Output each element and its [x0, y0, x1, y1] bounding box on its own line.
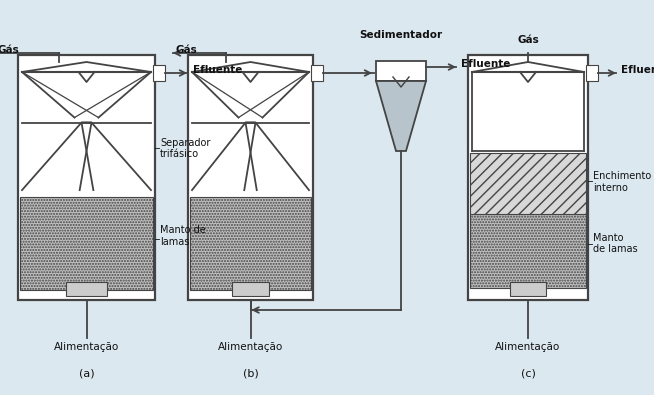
Bar [468, 55, 588, 300]
Text: Alimentação: Alimentação [495, 342, 560, 352]
Bar [153, 65, 165, 81]
Bar [188, 55, 313, 300]
Text: Alimentação: Alimentação [54, 342, 119, 352]
Bar [311, 65, 323, 81]
Bar [232, 282, 269, 296]
Bar [180, 10, 445, 365]
Bar [586, 65, 598, 81]
Text: Gás: Gás [517, 35, 539, 45]
Text: Efluente: Efluente [193, 65, 243, 75]
Text: Efluente: Efluente [461, 59, 510, 69]
Text: Gás: Gás [0, 45, 20, 55]
Bar [18, 55, 155, 300]
Bar [190, 197, 311, 290]
Text: (a): (a) [78, 368, 94, 378]
Bar [455, 10, 654, 365]
Text: Gás: Gás [176, 45, 198, 55]
Text: Manto de
lamas: Manto de lamas [160, 225, 206, 246]
Bar [510, 282, 546, 296]
Text: Enchimento
interno: Enchimento interno [593, 171, 651, 193]
Bar [66, 282, 107, 296]
Text: (c): (c) [521, 368, 536, 378]
Bar [5, 10, 210, 365]
Bar [376, 61, 426, 81]
Text: Separador
trifásico: Separador trifásico [160, 137, 211, 159]
Text: Alimentação: Alimentação [218, 342, 283, 352]
Bar [20, 197, 153, 290]
Text: Manto
de lamas: Manto de lamas [593, 233, 638, 254]
Text: (b): (b) [243, 368, 258, 378]
Polygon shape [376, 81, 426, 151]
Text: Sedimentador: Sedimentador [360, 30, 443, 40]
Text: Efluente: Efluente [621, 65, 654, 75]
Bar [470, 153, 586, 214]
Bar [470, 214, 586, 288]
